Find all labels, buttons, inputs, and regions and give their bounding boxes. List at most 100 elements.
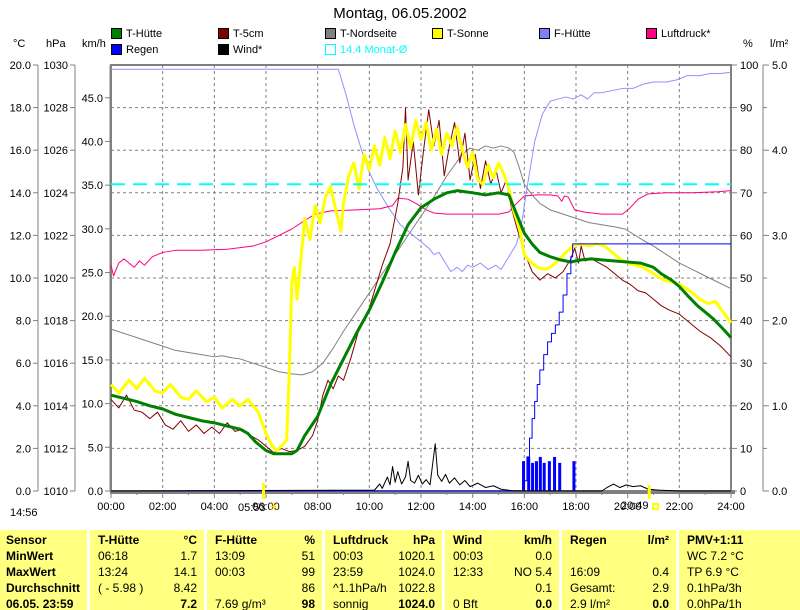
y-axis-tick-label-pct: 80 <box>740 145 752 157</box>
table-cell-regen: 16:09 0.4 <box>560 564 677 580</box>
table-value-text: 23:59 <box>333 565 364 579</box>
table-column-divider <box>559 530 562 610</box>
table-col-unit: km/h <box>523 533 552 547</box>
sunset-square-icon <box>651 503 659 510</box>
table-cell-regen: Regen l/m² <box>560 532 677 548</box>
table-value-text: ( - 5.98 ) <box>98 581 144 595</box>
table-col-unit: l/m² <box>647 533 669 547</box>
table-value-number: 51 <box>301 549 315 563</box>
unit-label-kmh: km/h <box>82 38 106 50</box>
table-cell-t-h-tte: 06:18 1.7 <box>88 548 205 564</box>
table-cell-regen <box>560 548 677 564</box>
table-cell-pmv-1-11: 0.1hPa/3h <box>677 580 800 596</box>
table-cell-wind: 12:33 NO 5.4 <box>443 564 560 580</box>
series-line-f-h-tte <box>111 68 732 273</box>
y-axis-tick-label-hpa: 1026 <box>44 145 68 157</box>
table-column-divider <box>87 530 90 610</box>
table-value-number: 0.0 <box>652 597 669 610</box>
table-col-name: Wind <box>453 533 483 547</box>
table-value-number: 14.1 <box>173 565 197 579</box>
y-axis-tick-label-c: 14.0 <box>10 188 31 200</box>
table-row-label: Durchschnitt <box>6 581 81 595</box>
table-value-number: 0.0 <box>535 597 552 610</box>
table-column-divider <box>676 530 679 610</box>
x-axis-tick-label: 08:00 <box>304 501 332 513</box>
legend-swatch-icon <box>218 28 229 39</box>
x-axis-tick-label: 22:00 <box>666 501 694 513</box>
x-axis-tick-label: 06:00 <box>252 501 280 513</box>
table-value-number: 0.4 <box>652 565 669 579</box>
table-value-text: 0 Bft <box>453 597 478 610</box>
table-cell-wind: 0 Bft 0.0 <box>443 596 560 610</box>
legend-swatch-icon <box>646 28 657 39</box>
table-value-number: 7.2 <box>180 597 197 610</box>
legend-label: T-Hütte <box>126 28 163 40</box>
legend-label: Luftdruck* <box>661 28 711 40</box>
table-value-text: 06:18 <box>98 549 129 563</box>
legend-item-t-5cm: T-5cm <box>218 28 264 40</box>
x-axis-tick-label: 00:00 <box>97 501 125 513</box>
table-cell-luftdruck: ^1.1hPa/h 1022.8 <box>323 580 443 596</box>
x-axis-tick-label: 14:00 <box>459 501 487 513</box>
table-col-name: PMV+1:11 <box>687 533 744 547</box>
y-axis-tick-label-pct: 90 <box>740 103 752 115</box>
y-axis-tick-label-hpa: 1024 <box>44 188 68 200</box>
legend-item-f-h-tte: F-Hütte <box>539 28 591 40</box>
rain-bar <box>553 456 557 491</box>
y-axis-tick-label-lm2: 0.0 <box>772 486 787 498</box>
table-value-text: 12:33 <box>453 565 484 579</box>
table-cell-luftdruck: 00:03 1020.1 <box>323 548 443 564</box>
sunset-label: 20:49 <box>621 500 659 512</box>
rain-bar <box>572 461 576 491</box>
y-axis-tick-label-lm2: 4.0 <box>772 145 787 157</box>
sunrise-marker <box>261 483 265 499</box>
y-axis-tick-label-hpa: 1030 <box>44 60 68 72</box>
table-value-text: 13:24 <box>98 565 129 579</box>
y-axis-tick-label-c: 8.0 <box>16 316 31 328</box>
sunset-marker <box>647 485 651 499</box>
legend-item-t-sonne: T-Sonne <box>432 28 489 40</box>
legend-swatch-icon <box>111 44 122 55</box>
legend-swatch-icon <box>539 28 550 39</box>
y-axis-tick-label-kmh: 40.0 <box>82 136 103 148</box>
table-row-label: Sensor <box>6 533 47 547</box>
unit-label-lm2: l/m² <box>770 38 789 50</box>
table-row-label: MinWert <box>6 549 54 563</box>
table-cell-f-h-tte: 00:03 99 <box>205 564 323 580</box>
table-value-number: 99 <box>301 565 315 579</box>
table-cell-t-h-tte: ( - 5.98 ) 8.42 <box>88 580 205 596</box>
y-axis-tick-label-pct: 100 <box>740 60 758 72</box>
rain-bar <box>547 461 551 491</box>
table-cell-pmv-1-11: WC 7.2 °C <box>677 548 800 564</box>
x-axis-tick-label: 20:00 <box>614 501 642 513</box>
y-axis-tick-label-hpa: 1018 <box>44 316 68 328</box>
table-value-text: 7.69 g/m³ <box>215 597 266 610</box>
table-row: MinWert 06:18 1.7 13:09 51 00:03 1020.1 00:03 0.… <box>0 548 800 564</box>
table-column-divider <box>322 530 325 610</box>
table-cell-t-h-tte: 7.2 <box>88 596 205 610</box>
legend-swatch-icon <box>325 44 336 55</box>
table-value-number: 1022.8 <box>398 581 435 595</box>
y-axis-tick-label-kmh: 45.0 <box>82 93 103 105</box>
table-column-divider <box>442 530 445 610</box>
y-axis-tick-label-kmh: 10.0 <box>82 399 103 411</box>
table-row-label: 06.05. 23:59 <box>6 597 74 610</box>
table-cell-wind: Wind km/h <box>443 532 560 548</box>
y-axis-tick-label-hpa: 1014 <box>44 401 68 413</box>
table-column-divider <box>204 530 207 610</box>
table-row-label: MaxWert <box>6 565 56 579</box>
table-cell-regen: Gesamt: 2.9 <box>560 580 677 596</box>
table-col-name: T-Hütte <box>98 533 140 547</box>
series-line-t-h-tte <box>110 189 733 456</box>
table-value-number: 1020.1 <box>398 549 435 563</box>
table-cell-f-h-tte: 13:09 51 <box>205 548 323 564</box>
sunrise-sun-icon: ☀ <box>268 500 280 514</box>
x-axis-tick-label: 12:00 <box>407 501 435 513</box>
table-row: 06.05. 23:59 7.2 7.69 g/m³ 98 sonnig 1024.0 0 … <box>0 596 800 610</box>
table-col-name: Luftdruck <box>333 533 389 547</box>
table-col-unit: °C <box>183 533 197 547</box>
y-axis-tick-label-c: 10.0 <box>10 273 31 285</box>
y-axis-tick-label-lm2: 2.0 <box>772 316 787 328</box>
y-axis-tick-label-c: 16.0 <box>10 145 31 157</box>
